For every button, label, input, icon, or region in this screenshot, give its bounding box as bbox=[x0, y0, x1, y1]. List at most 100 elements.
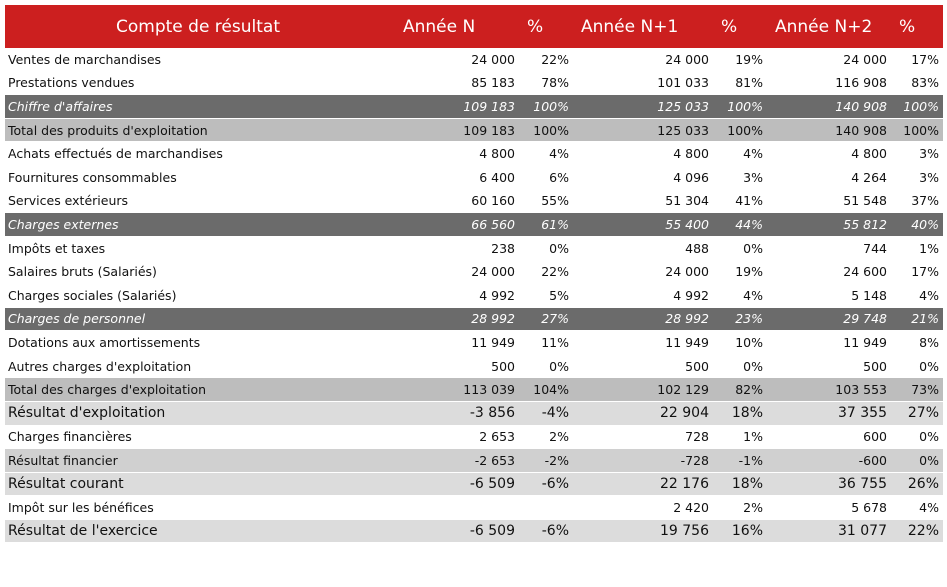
pct-year-n: 78% bbox=[519, 71, 573, 96]
value-year-n2: 500 bbox=[767, 354, 891, 379]
row-label: Ventes de marchandises bbox=[5, 48, 395, 72]
value-year-n2: 140 908 bbox=[767, 94, 891, 119]
row-label: Achats effectués de marchandises bbox=[5, 141, 395, 166]
pct-year-n2: 100% bbox=[891, 118, 943, 143]
pct-year-n2: 37% bbox=[891, 189, 943, 214]
table-row: Résultat financier -2 653 -2% -728 -1% -600 0% bbox=[5, 448, 943, 473]
pct-year-n: 11% bbox=[519, 330, 573, 355]
value-year-n2: 5 678 bbox=[767, 495, 891, 520]
pct-year-n2: 26% bbox=[891, 472, 943, 497]
table-row: Services extérieurs 60 160 55% 51 304 41% 51 … bbox=[5, 189, 943, 214]
row-label: Total des produits d'exploitation bbox=[5, 118, 395, 143]
table-row: Charges externes 66 560 61% 55 400 44% 55 812… bbox=[5, 212, 943, 237]
value-year-n: 24 000 bbox=[395, 259, 519, 284]
row-label: Salaires bruts (Salariés) bbox=[5, 259, 395, 284]
pct-year-n2: 8% bbox=[891, 330, 943, 355]
pct-year-n1: 44% bbox=[713, 212, 767, 237]
table-row: Résultat courant -6 509 -6% 22 176 18% 36 755… bbox=[5, 472, 943, 497]
value-year-n2: 11 949 bbox=[767, 330, 891, 355]
pct-year-n1: 0% bbox=[713, 354, 767, 379]
value-year-n1: 101 033 bbox=[573, 71, 713, 96]
pct-year-n: 6% bbox=[519, 165, 573, 190]
pct-year-n2: 1% bbox=[891, 236, 943, 261]
table-body: Ventes de marchandises 24 000 22% 24 000 19%… bbox=[5, 48, 943, 544]
pct-year-n: 104% bbox=[519, 377, 573, 402]
pct-year-n: -2% bbox=[519, 448, 573, 473]
table-row: Charges sociales (Salariés) 4 992 5% 4 992 4… bbox=[5, 283, 943, 308]
pct-year-n2: 21% bbox=[891, 307, 943, 332]
pct-year-n1: 41% bbox=[713, 189, 767, 214]
value-year-n2: 103 553 bbox=[767, 377, 891, 402]
pct-year-n1: 18% bbox=[713, 401, 767, 426]
value-year-n1: 11 949 bbox=[573, 330, 713, 355]
value-year-n1: 22 176 bbox=[573, 472, 713, 497]
row-label: Charges de personnel bbox=[5, 307, 395, 332]
pct-year-n1: 16% bbox=[713, 519, 767, 544]
pct-year-n: 0% bbox=[519, 236, 573, 261]
pct-year-n: -6% bbox=[519, 519, 573, 544]
pct-year-n2: 40% bbox=[891, 212, 943, 237]
row-label: Chiffre d'affaires bbox=[5, 94, 395, 119]
row-label: Charges financières bbox=[5, 425, 395, 450]
pct-year-n1: 100% bbox=[713, 94, 767, 119]
value-year-n1: 125 033 bbox=[573, 118, 713, 143]
value-year-n: 113 039 bbox=[395, 377, 519, 402]
table-row: Impôts et taxes 238 0% 488 0% 744 1% bbox=[5, 236, 943, 261]
row-label: Charges sociales (Salariés) bbox=[5, 283, 395, 308]
value-year-n1: 4 096 bbox=[573, 165, 713, 190]
pct-year-n1: 4% bbox=[713, 141, 767, 166]
column-header-year-n1: Année N+1 bbox=[573, 5, 713, 48]
row-label: Impôts et taxes bbox=[5, 236, 395, 261]
value-year-n: 500 bbox=[395, 354, 519, 379]
pct-year-n: 61% bbox=[519, 212, 573, 237]
row-label: Charges externes bbox=[5, 212, 395, 237]
table-row: Total des charges d'exploitation 113 039 1… bbox=[5, 377, 943, 402]
value-year-n2: 116 908 bbox=[767, 71, 891, 96]
value-year-n: 11 949 bbox=[395, 330, 519, 355]
pct-year-n2: 83% bbox=[891, 71, 943, 96]
value-year-n2: 37 355 bbox=[767, 401, 891, 426]
value-year-n2: 36 755 bbox=[767, 472, 891, 497]
pct-year-n2: 17% bbox=[891, 48, 943, 72]
value-year-n: 60 160 bbox=[395, 189, 519, 214]
header-row: Compte de résultat Année N % Année N+1 %… bbox=[5, 5, 943, 48]
row-label: Prestations vendues bbox=[5, 71, 395, 96]
pct-year-n2: 100% bbox=[891, 94, 943, 119]
pct-year-n: 100% bbox=[519, 94, 573, 119]
pct-year-n1: 23% bbox=[713, 307, 767, 332]
pct-year-n2: 22% bbox=[891, 519, 943, 544]
pct-year-n1: 1% bbox=[713, 425, 767, 450]
pct-year-n1: 19% bbox=[713, 48, 767, 72]
column-header-year-n-pct: % bbox=[519, 5, 573, 48]
value-year-n: 4 992 bbox=[395, 283, 519, 308]
value-year-n: -6 509 bbox=[395, 519, 519, 544]
row-label: Dotations aux amortissements bbox=[5, 330, 395, 355]
value-year-n2: 600 bbox=[767, 425, 891, 450]
value-year-n1: 24 000 bbox=[573, 259, 713, 284]
value-year-n2: 4 800 bbox=[767, 141, 891, 166]
table-row: Charges financières 2 653 2% 728 1% 600 0% bbox=[5, 425, 943, 450]
value-year-n1: 4 992 bbox=[573, 283, 713, 308]
pct-year-n: -4% bbox=[519, 401, 573, 426]
pct-year-n1: 0% bbox=[713, 236, 767, 261]
row-label: Résultat financier bbox=[5, 448, 395, 473]
value-year-n: 238 bbox=[395, 236, 519, 261]
pct-year-n2: 73% bbox=[891, 377, 943, 402]
value-year-n2: 24 600 bbox=[767, 259, 891, 284]
value-year-n1: 125 033 bbox=[573, 94, 713, 119]
column-header-year-n: Année N bbox=[395, 5, 519, 48]
pct-year-n1: 81% bbox=[713, 71, 767, 96]
value-year-n: -2 653 bbox=[395, 448, 519, 473]
pct-year-n2: 0% bbox=[891, 448, 943, 473]
value-year-n2: 4 264 bbox=[767, 165, 891, 190]
table-row: Achats effectués de marchandises 4 800 4% 4… bbox=[5, 141, 943, 166]
pct-year-n1: -1% bbox=[713, 448, 767, 473]
pct-year-n2: 3% bbox=[891, 165, 943, 190]
value-year-n2: 51 548 bbox=[767, 189, 891, 214]
pct-year-n2: 27% bbox=[891, 401, 943, 426]
value-year-n: 2 653 bbox=[395, 425, 519, 450]
pct-year-n: 5% bbox=[519, 283, 573, 308]
pct-year-n: 27% bbox=[519, 307, 573, 332]
pct-year-n1: 18% bbox=[713, 472, 767, 497]
value-year-n: 4 800 bbox=[395, 141, 519, 166]
